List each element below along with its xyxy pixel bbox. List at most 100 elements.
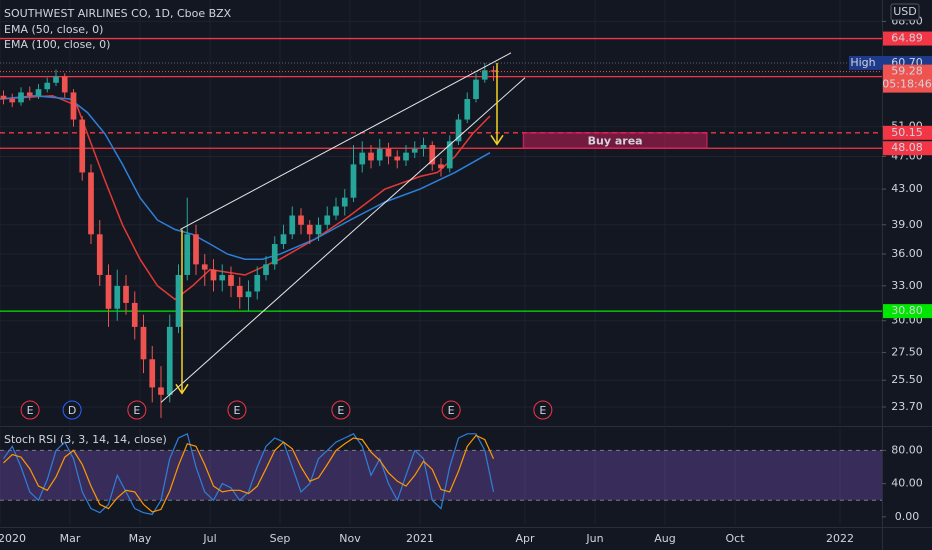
candle-body	[385, 148, 392, 157]
stoch-pane	[0, 428, 882, 525]
candle-body	[105, 274, 112, 309]
ema-line	[0, 94, 491, 301]
candle-body	[9, 99, 16, 103]
y-tick-label: 27.50	[891, 346, 923, 359]
event-marker	[127, 400, 147, 420]
event-label: E	[27, 404, 34, 417]
x-tick-label: Jul	[202, 532, 216, 545]
level-label: 64.89	[891, 32, 923, 45]
event-label: E	[448, 404, 455, 417]
x-tick-label: 2022	[826, 532, 854, 545]
event-marker	[331, 400, 351, 420]
level-label-box	[883, 141, 932, 156]
event-label: E	[539, 404, 546, 417]
candle-body	[350, 164, 357, 198]
candle-body	[88, 172, 94, 235]
buy-area-label: Buy area	[588, 135, 643, 148]
candle-body	[271, 244, 278, 265]
buy-area	[522, 132, 708, 149]
candle-body	[464, 99, 471, 120]
x-tick-label: 2020	[0, 532, 26, 545]
countdown: 05:18:46	[882, 78, 931, 91]
x-tick-label: Nov	[339, 532, 361, 545]
candle-body	[438, 164, 444, 169]
main-pane: Buy area E D E E E E E	[0, 0, 882, 425]
y-tick-label: 0.00	[895, 510, 920, 523]
arrow-head	[175, 383, 189, 395]
candle-body	[175, 274, 182, 327]
y-tick-label: 80.00	[891, 443, 923, 456]
x-tick-label: Oct	[725, 532, 745, 545]
level-label: 50.15	[891, 126, 923, 139]
candle-body	[263, 264, 269, 275]
x-tick-label: May	[129, 532, 152, 545]
event-label: D	[68, 404, 76, 417]
x-tick-label: 2021	[406, 532, 434, 545]
candle-body	[411, 148, 418, 153]
candle-body	[403, 152, 409, 161]
candle-body	[26, 92, 33, 96]
y-tick-label: 40.00	[891, 477, 923, 490]
candle-body	[228, 274, 234, 286]
candle-body	[473, 79, 479, 100]
chart-title: SOUTHWEST AIRLINES CO, 1D, Cboe BZX	[4, 7, 232, 20]
candle-body	[289, 215, 296, 235]
candle-body	[245, 291, 252, 298]
candle-body	[201, 264, 208, 270]
legend-entry: EMA (50, close, 0)	[4, 23, 103, 36]
candle-body	[490, 70, 497, 72]
y-tick-label: 43.00	[891, 182, 923, 195]
candle-body	[149, 359, 156, 388]
candle-body	[298, 215, 304, 225]
event-marker	[441, 400, 461, 420]
x-tick-label: Mar	[60, 532, 81, 545]
candle-body	[114, 285, 121, 309]
candle-body	[394, 156, 401, 161]
candle-body	[359, 152, 366, 165]
level-label-box	[883, 31, 932, 46]
candle-body	[333, 206, 339, 216]
candle-body	[306, 224, 313, 235]
level-label-box	[883, 125, 932, 140]
candle-body	[368, 152, 374, 161]
trend-line	[160, 77, 526, 403]
candle-body	[324, 215, 331, 225]
candle-body	[79, 119, 86, 173]
candle-body	[376, 148, 383, 161]
x-tick-label: Aug	[654, 532, 675, 545]
event-marker	[533, 400, 553, 420]
candle-body	[184, 234, 191, 275]
candle-body	[481, 70, 488, 80]
candle-body	[254, 274, 261, 292]
candle-body	[429, 145, 436, 165]
overlay: 2020 Mar May Jul Sep Nov 2021 Apr Jun Aug Oct 2022 6…	[0, 3, 932, 545]
x-tick-label: Apr	[515, 532, 535, 545]
candle-body	[44, 82, 51, 90]
candle-body	[193, 234, 199, 265]
candle-body	[61, 76, 68, 93]
candle-body	[210, 269, 217, 281]
candle-body	[166, 326, 173, 395]
candle-body	[0, 95, 7, 100]
candle-body	[341, 197, 348, 207]
legend-entry: EMA (100, close, 0)	[4, 38, 110, 51]
trend-line	[180, 52, 512, 230]
candle-body	[140, 326, 147, 360]
candle-body	[70, 92, 77, 120]
candle-body	[53, 76, 59, 83]
event-marker	[20, 400, 40, 420]
y-tick-label: 25.50	[891, 373, 923, 386]
candle-body	[131, 302, 138, 327]
last-price-label: 59.28	[891, 65, 923, 78]
candle-body	[158, 387, 164, 395]
currency: USD	[893, 5, 917, 18]
y-tick-label: 39.00	[891, 218, 923, 231]
arrow-head	[490, 134, 504, 146]
pane-title: Stoch RSI (3, 3, 14, 14, close)	[4, 433, 167, 446]
ema-line	[0, 94, 491, 260]
y-tick-label: 36.00	[891, 247, 923, 260]
candle-body	[219, 274, 226, 281]
candle-body	[315, 224, 322, 235]
